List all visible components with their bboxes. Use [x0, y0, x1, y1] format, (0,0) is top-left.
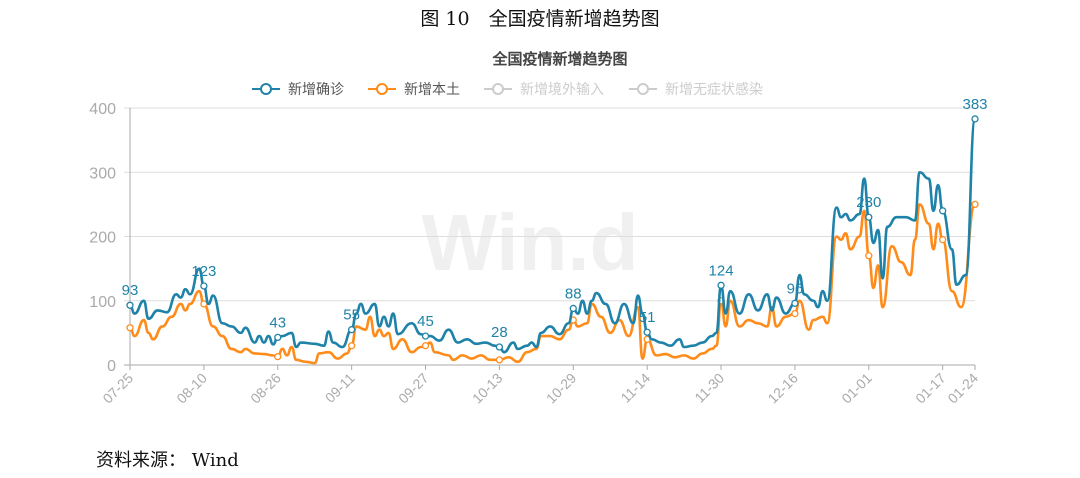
x-tick-label: 07-25 — [99, 370, 136, 407]
x-tick-label: 11-30 — [691, 370, 727, 406]
y-tick-label: 0 — [107, 358, 116, 375]
data-label: 45 — [417, 313, 434, 330]
source-note: 资料来源： Wind — [96, 450, 239, 471]
data-point-marker — [421, 332, 430, 340]
watermark: Win.d — [422, 198, 639, 287]
x-tick-label: 09-27 — [395, 370, 432, 407]
data-point-marker — [126, 324, 134, 332]
data-point-marker — [495, 356, 504, 364]
data-label: 93 — [122, 282, 139, 299]
figure-caption: 图 10 全国疫情新增趋势图 — [420, 8, 660, 30]
data-label: 55 — [343, 307, 360, 324]
data-point-marker — [200, 282, 208, 290]
x-tick-label: 08-10 — [173, 370, 210, 407]
x-tick-label: 11-14 — [617, 370, 653, 406]
data-label: 123 — [191, 263, 216, 280]
data-point-marker — [421, 342, 430, 350]
legend-item-4: 新增无症状感染 — [665, 81, 763, 97]
x-tick-label: 08-26 — [247, 370, 284, 407]
legend-marker — [260, 83, 272, 95]
data-point-marker — [939, 207, 947, 215]
y-tick-label: 200 — [89, 230, 116, 247]
data-point-marker — [865, 213, 873, 221]
data-point-marker — [347, 326, 356, 334]
data-point-marker — [791, 299, 799, 307]
data-point-marker — [126, 301, 134, 309]
data-point-marker — [200, 300, 208, 308]
x-tick-label: 10-29 — [543, 370, 580, 407]
data-label: 96 — [787, 280, 804, 297]
data-point-marker — [939, 236, 947, 244]
data-point-marker — [347, 342, 356, 350]
x-tick-label: 10-13 — [469, 370, 506, 407]
data-label: 88 — [565, 285, 582, 302]
legend-item-1: 新增确诊 — [288, 81, 344, 97]
legend-item-3: 新增境外输入 — [520, 81, 604, 97]
data-label: 51 — [639, 309, 656, 326]
data-label: 230 — [856, 194, 881, 211]
y-tick-label: 100 — [89, 294, 116, 311]
data-point-marker — [865, 252, 873, 260]
x-tick-label: 01-01 — [838, 370, 875, 407]
x-tick-label: 09-11 — [322, 370, 358, 406]
data-point-marker — [274, 333, 282, 342]
legend-marker — [492, 83, 504, 95]
data-point-marker — [643, 328, 651, 336]
legend-item-2: 新增本土 — [404, 81, 460, 97]
chart-title: 全国疫情新增趋势图 — [491, 50, 627, 68]
data-label: 383 — [962, 96, 987, 113]
data-label: 28 — [491, 324, 508, 341]
data-label: 124 — [709, 262, 734, 279]
data-point-marker — [971, 200, 979, 209]
data-point-marker — [717, 281, 725, 289]
x-tick-label: 01-17 — [912, 370, 949, 407]
series-line-新增确诊 — [129, 117, 977, 354]
x-tick-label: 01-24 — [944, 370, 981, 407]
data-point-marker — [274, 352, 282, 361]
x-tick-label: 12-16 — [764, 370, 801, 407]
data-point-marker — [791, 309, 799, 318]
data-point-marker — [495, 343, 504, 351]
legend-marker — [637, 83, 649, 95]
data-label: 43 — [269, 314, 286, 331]
y-tick-label: 300 — [89, 165, 116, 182]
data-point-marker — [569, 304, 577, 313]
legend-marker — [376, 83, 388, 95]
data-point-marker — [971, 115, 979, 123]
y-tick-label: 400 — [89, 101, 116, 118]
